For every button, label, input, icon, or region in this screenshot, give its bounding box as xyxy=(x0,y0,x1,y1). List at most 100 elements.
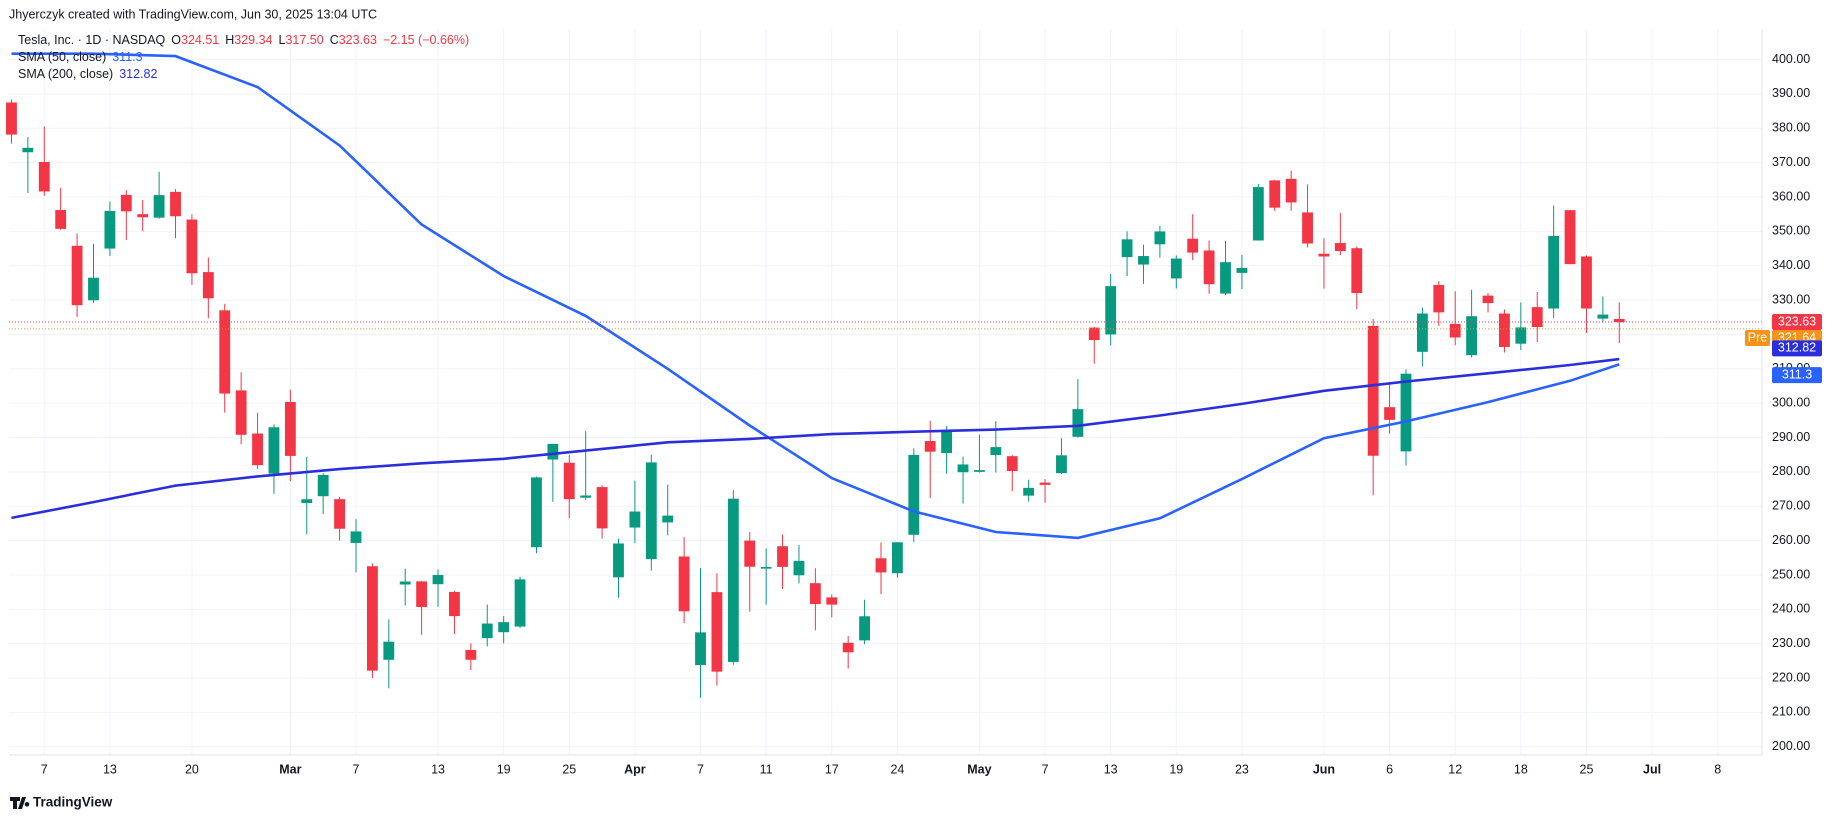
sma200-tag: 312.82 xyxy=(1778,341,1816,355)
legend-entry: SMA (50, close) 311.3 xyxy=(18,50,143,64)
y-tick-label: 240.00 xyxy=(1772,602,1810,616)
candle-body xyxy=(1351,248,1363,294)
x-tick-label: Jun xyxy=(1313,762,1335,776)
x-tick-label: 13 xyxy=(1104,762,1118,776)
x-tick-label: 19 xyxy=(497,762,511,776)
symbol: Tesla, Inc. · 1D · NASDAQ xyxy=(18,33,166,47)
x-tick-label: 23 xyxy=(1235,762,1249,776)
candle-body xyxy=(711,592,723,672)
x-tick-label: 7 xyxy=(697,762,704,776)
x-tick-label: May xyxy=(967,762,991,776)
candle-body xyxy=(727,498,739,662)
candle-body xyxy=(678,556,690,612)
y-tick-label: 350.00 xyxy=(1772,224,1810,238)
candle-body xyxy=(1121,239,1133,258)
pre-label-bg xyxy=(1745,329,1770,346)
candle-body xyxy=(596,487,608,529)
candle-body xyxy=(1531,307,1543,328)
candle-body xyxy=(1466,316,1478,356)
x-tick-label: 24 xyxy=(890,762,904,776)
pre-label: Pre xyxy=(1748,330,1768,344)
last-price-tag: 323.63 xyxy=(1778,314,1816,328)
brand-name: TradingView xyxy=(33,795,113,810)
candle-body xyxy=(120,194,132,212)
legend-entry: SMA (200, close) 312.82 xyxy=(18,67,157,81)
candle-body xyxy=(908,454,920,535)
ohlc-value: 324.51 xyxy=(181,33,219,47)
candle-body xyxy=(1449,323,1461,338)
candle-body xyxy=(1433,284,1445,313)
sma-line xyxy=(11,357,1620,520)
candle-body xyxy=(317,474,329,497)
candle-body xyxy=(580,495,592,498)
candle-body xyxy=(1170,258,1182,279)
candle-body xyxy=(924,441,936,452)
credit: Jhyerczyk created with TradingView.com, … xyxy=(9,7,377,21)
candle-body xyxy=(1302,212,1313,244)
change: −2.15 (−0.66%) xyxy=(383,33,469,47)
x-tick-label: 20 xyxy=(185,762,199,776)
y-tick-label: 280.00 xyxy=(1772,464,1810,478)
ohlc-value: 329.34 xyxy=(234,33,272,47)
x-tick-label: 6 xyxy=(1386,762,1393,776)
candle-body xyxy=(1269,180,1281,208)
x-tick-label: 25 xyxy=(562,762,576,776)
candle-body xyxy=(842,642,854,653)
x-tick-label: 17 xyxy=(825,762,839,776)
candle-body xyxy=(71,245,83,306)
legend-value: 311.3 xyxy=(112,50,142,64)
labels: 200.00 210.00 220.00 230.00 240.00 250.00 260.… xyxy=(18,50,1822,776)
x-tick-label: Jul xyxy=(1643,762,1661,776)
ohlc-key: O xyxy=(171,33,181,47)
candle-body xyxy=(941,430,953,453)
candle-body xyxy=(6,102,17,135)
candle-body xyxy=(137,214,149,218)
candle-body xyxy=(1564,210,1576,265)
candle-body xyxy=(1220,262,1231,294)
ohlc-key: L xyxy=(279,33,286,47)
x-tick-label: 25 xyxy=(1580,762,1594,776)
candle-body xyxy=(1039,482,1051,485)
candle-body xyxy=(1416,313,1428,352)
candle-body xyxy=(481,623,493,639)
candle-body xyxy=(514,579,526,627)
candle-body xyxy=(891,542,903,574)
candle-body xyxy=(826,597,838,605)
candle-body xyxy=(1023,487,1035,496)
candle-body xyxy=(22,147,34,153)
candle-body xyxy=(1515,327,1527,344)
y-tick-label: 370.00 xyxy=(1772,155,1810,169)
candle-body xyxy=(219,310,231,394)
candle-body xyxy=(399,581,411,585)
candle-body xyxy=(1613,318,1625,322)
candle-body xyxy=(432,575,444,585)
candle-body xyxy=(629,511,641,528)
candle-body xyxy=(334,499,345,529)
candle-body xyxy=(1088,327,1100,341)
candle-body xyxy=(695,632,706,666)
x-tick-label: 12 xyxy=(1448,762,1462,776)
candle-body xyxy=(104,210,116,249)
x-tick-label: 8 xyxy=(1714,762,1721,776)
y-tick-label: 200.00 xyxy=(1772,739,1810,753)
x-tick-label: 11 xyxy=(760,762,773,776)
candle-body xyxy=(170,191,181,217)
candle-body xyxy=(366,566,378,671)
x-tick-label: 7 xyxy=(1042,762,1049,776)
x-tick-label: 7 xyxy=(41,762,48,776)
candle-body xyxy=(55,210,67,229)
y-tick-label: 300.00 xyxy=(1772,395,1810,409)
y-tick-label: 340.00 xyxy=(1772,258,1810,272)
candle-body xyxy=(1499,313,1510,347)
ohlc-value: 317.50 xyxy=(285,33,323,47)
candle-body xyxy=(1285,178,1297,203)
candle-body xyxy=(235,390,247,435)
candle-body xyxy=(38,162,50,192)
y-tick-label: 250.00 xyxy=(1772,567,1810,581)
candle-body xyxy=(1334,243,1346,252)
candle-body xyxy=(1203,250,1215,285)
legend-value: 312.82 xyxy=(119,67,157,81)
legend: Tesla, Inc. · 1D · NASDAQ O324.51 H329.34 L… xyxy=(18,33,469,47)
y-tick-label: 270.00 xyxy=(1772,499,1810,513)
